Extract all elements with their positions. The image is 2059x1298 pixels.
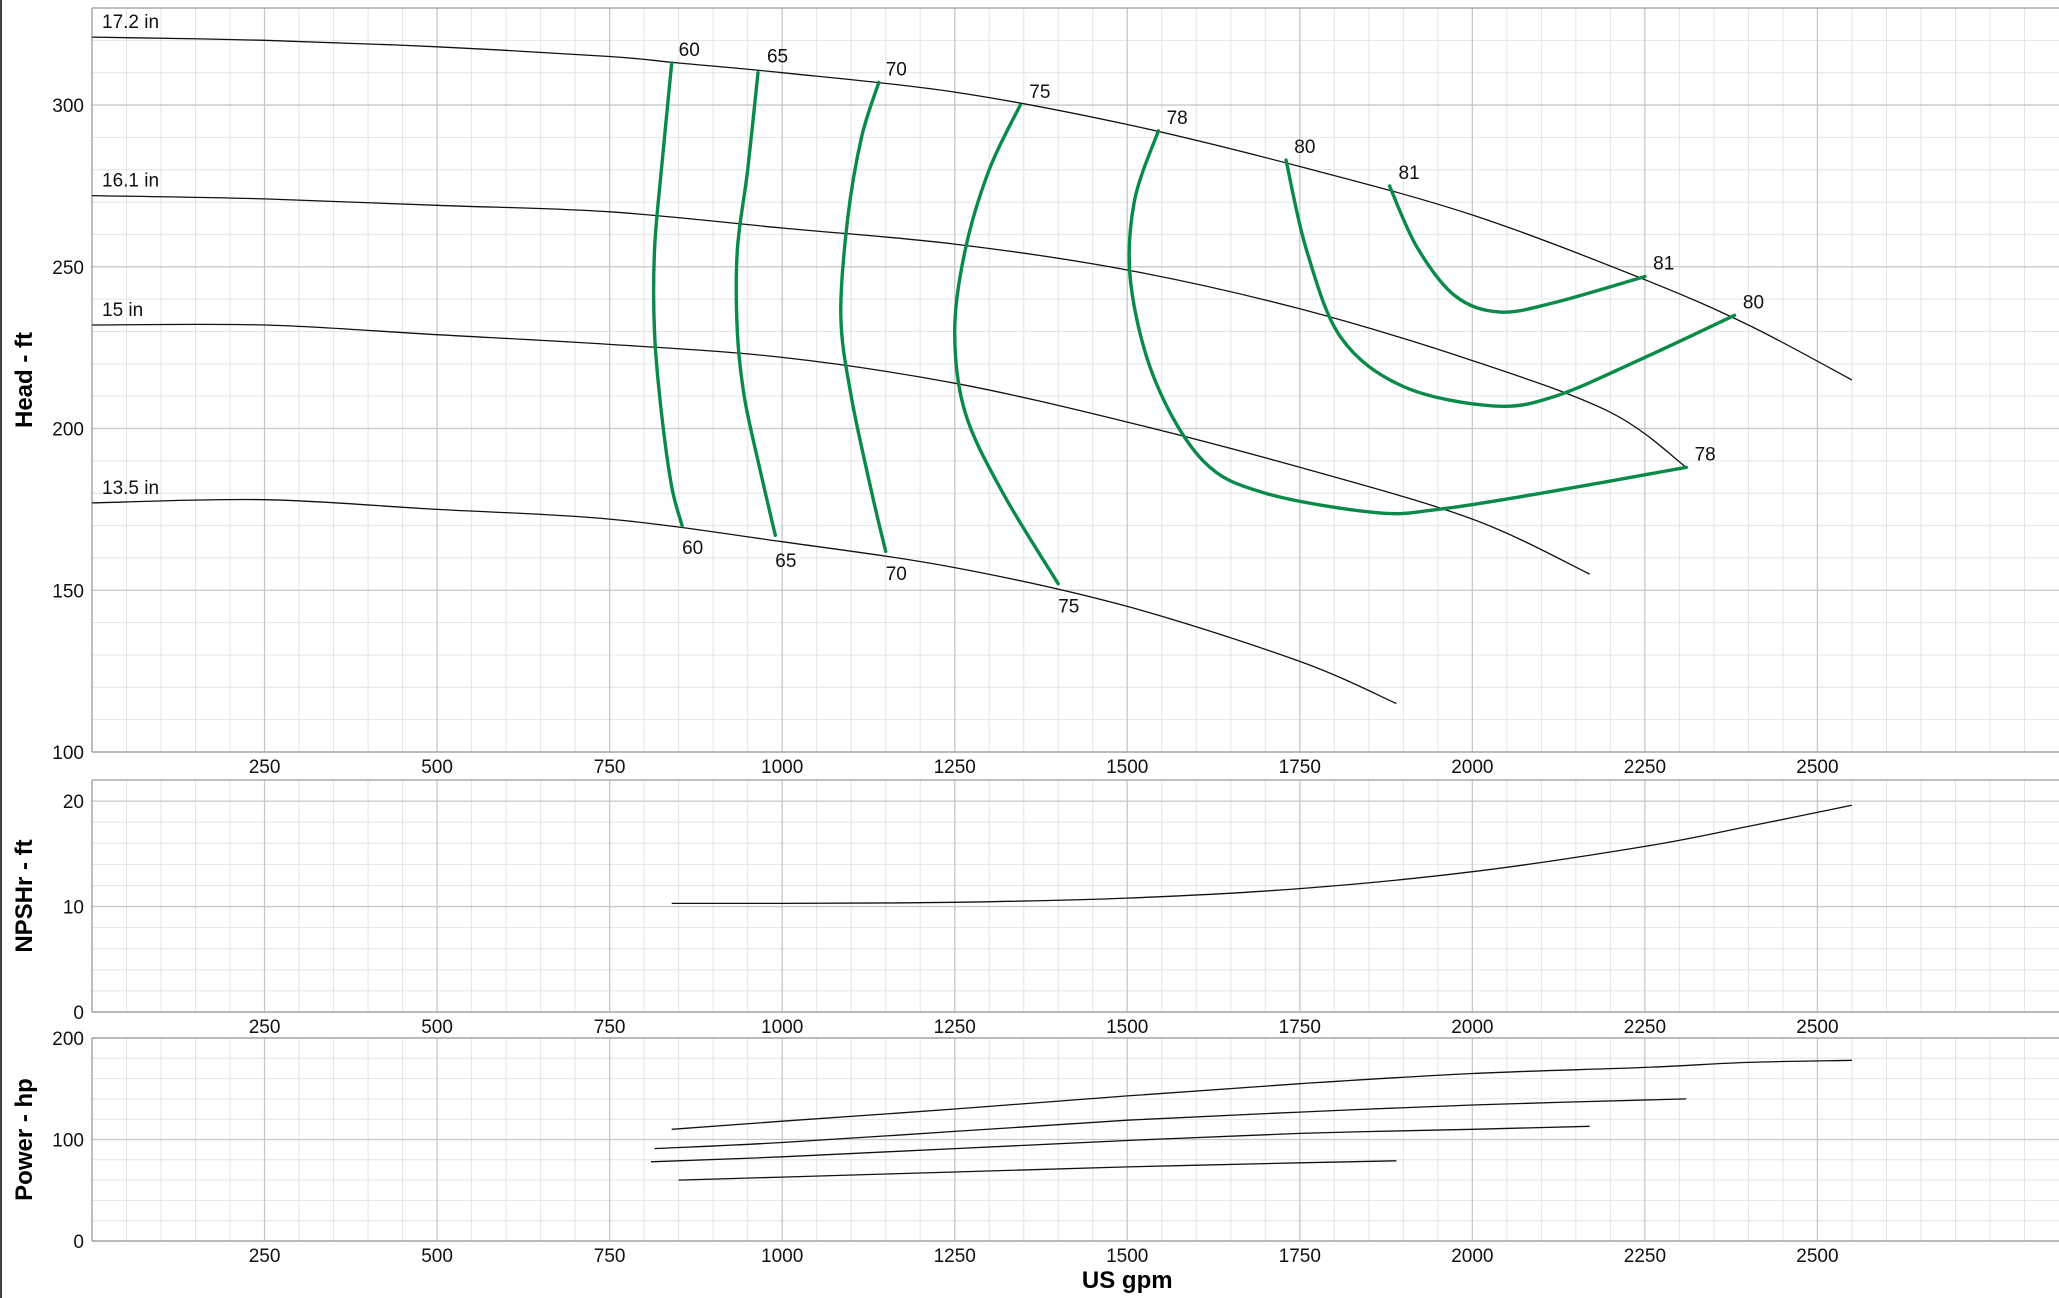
x-tick-label: 1750 [1279, 1246, 1321, 1267]
x-tick-label: 250 [249, 1246, 281, 1267]
efficiency-label: 81 [1399, 163, 1420, 184]
x-tick-label: 2250 [1624, 1246, 1666, 1267]
y-tick-label: 200 [52, 1029, 84, 1050]
y-tick-label: 0 [73, 1232, 84, 1253]
x-tick-label: 1250 [934, 757, 976, 778]
efficiency-label: 78 [1695, 444, 1716, 465]
x-tick-label: 1250 [934, 1017, 976, 1038]
efficiency-label: 78 [1167, 108, 1188, 129]
x-tick-label: 250 [249, 1017, 281, 1038]
x-tick-label: 750 [594, 757, 626, 778]
efficiency-label: 65 [775, 551, 796, 572]
efficiency-label: 65 [767, 47, 788, 68]
y-tick-label: 250 [52, 258, 84, 279]
x-tick-label: 500 [421, 757, 453, 778]
efficiency-label: 70 [886, 564, 907, 585]
impeller-curve [91, 194, 1687, 468]
x-tick-label: 2000 [1451, 1246, 1493, 1267]
efficiency-label: 75 [1058, 596, 1079, 617]
x-tick-label: 500 [421, 1246, 453, 1267]
efficiency-label: 60 [679, 40, 700, 61]
x-tick-label: 750 [594, 1017, 626, 1038]
y-axis-label: Power - hp [11, 1078, 38, 1201]
y-tick-label: 200 [52, 420, 84, 441]
power-curve [678, 1160, 1397, 1181]
power-curve [650, 1125, 1590, 1163]
impeller-diameter-label: 17.2 in [102, 12, 159, 33]
head-panel: 250 500 750 1000 1250 1500 1750 2000 2250 2500 100… [11, 7, 2059, 778]
efficiency-label: 70 [886, 59, 907, 80]
y-tick-label: 100 [52, 743, 84, 764]
efficiency-curve [839, 80, 888, 554]
y-axis-label: Head - ft [11, 332, 38, 428]
impeller-curve [91, 36, 1853, 381]
x-tick-label: 500 [421, 1017, 453, 1038]
efficiency-label: 80 [1294, 137, 1315, 158]
efficiency-curve [1127, 129, 1688, 516]
x-tick-label: 1500 [1106, 757, 1148, 778]
impeller-diameter-label: 15 in [102, 300, 143, 321]
x-axis-label: US gpm [1082, 1267, 1173, 1294]
y-tick-label: 10 [63, 898, 84, 919]
efficiency-label: 81 [1653, 254, 1674, 275]
x-tick-label: 1500 [1106, 1246, 1148, 1267]
y-tick-label: 150 [52, 581, 84, 602]
npshr-curve [671, 804, 1853, 905]
x-tick-label: 250 [249, 757, 281, 778]
x-tick-label: 1500 [1106, 1017, 1148, 1038]
power-panel: 250 500 750 1000 1250 1500 1750 2000 2250 2500 0 10… [11, 1029, 2059, 1294]
efficiency-curve [1387, 184, 1647, 314]
efficiency-label: 60 [682, 538, 703, 559]
y-tick-label: 0 [73, 1003, 84, 1024]
impeller-diameter-label: 16.1 in [102, 171, 159, 192]
efficiency-curve [953, 103, 1060, 586]
x-tick-label: 2000 [1451, 757, 1493, 778]
npshr-panel: 250 500 750 1000 1250 1500 1750 2000 2250 2500 0 10… [11, 779, 2059, 1038]
efficiency-curve [734, 71, 777, 537]
efficiency-curve [651, 61, 684, 528]
y-tick-label: 100 [52, 1131, 84, 1152]
x-tick-label: 2250 [1624, 1017, 1666, 1038]
x-tick-label: 2500 [1796, 757, 1838, 778]
impeller-diameter-label: 13.5 in [102, 478, 159, 499]
impeller-curve [91, 498, 1397, 705]
power-curve [671, 1059, 1852, 1130]
x-tick-label: 1750 [1279, 1017, 1321, 1038]
power-curve [654, 1098, 1687, 1150]
x-tick-label: 1000 [761, 757, 803, 778]
y-tick-label: 300 [52, 96, 84, 117]
x-tick-label: 2500 [1796, 1246, 1838, 1267]
y-axis-label: NPSHr - ft [11, 839, 38, 952]
x-tick-label: 2250 [1624, 757, 1666, 778]
x-tick-label: 1750 [1279, 757, 1321, 778]
efficiency-curve [1284, 158, 1737, 408]
y-tick-label: 20 [63, 792, 84, 813]
impeller-curve [91, 323, 1590, 575]
x-tick-label: 1000 [761, 1017, 803, 1038]
efficiency-label: 80 [1743, 292, 1764, 313]
x-tick-label: 1250 [934, 1246, 976, 1267]
x-tick-label: 2500 [1796, 1017, 1838, 1038]
x-tick-label: 1000 [761, 1246, 803, 1267]
x-tick-label: 2000 [1451, 1017, 1493, 1038]
efficiency-label: 75 [1029, 82, 1050, 103]
x-tick-label: 750 [594, 1246, 626, 1267]
